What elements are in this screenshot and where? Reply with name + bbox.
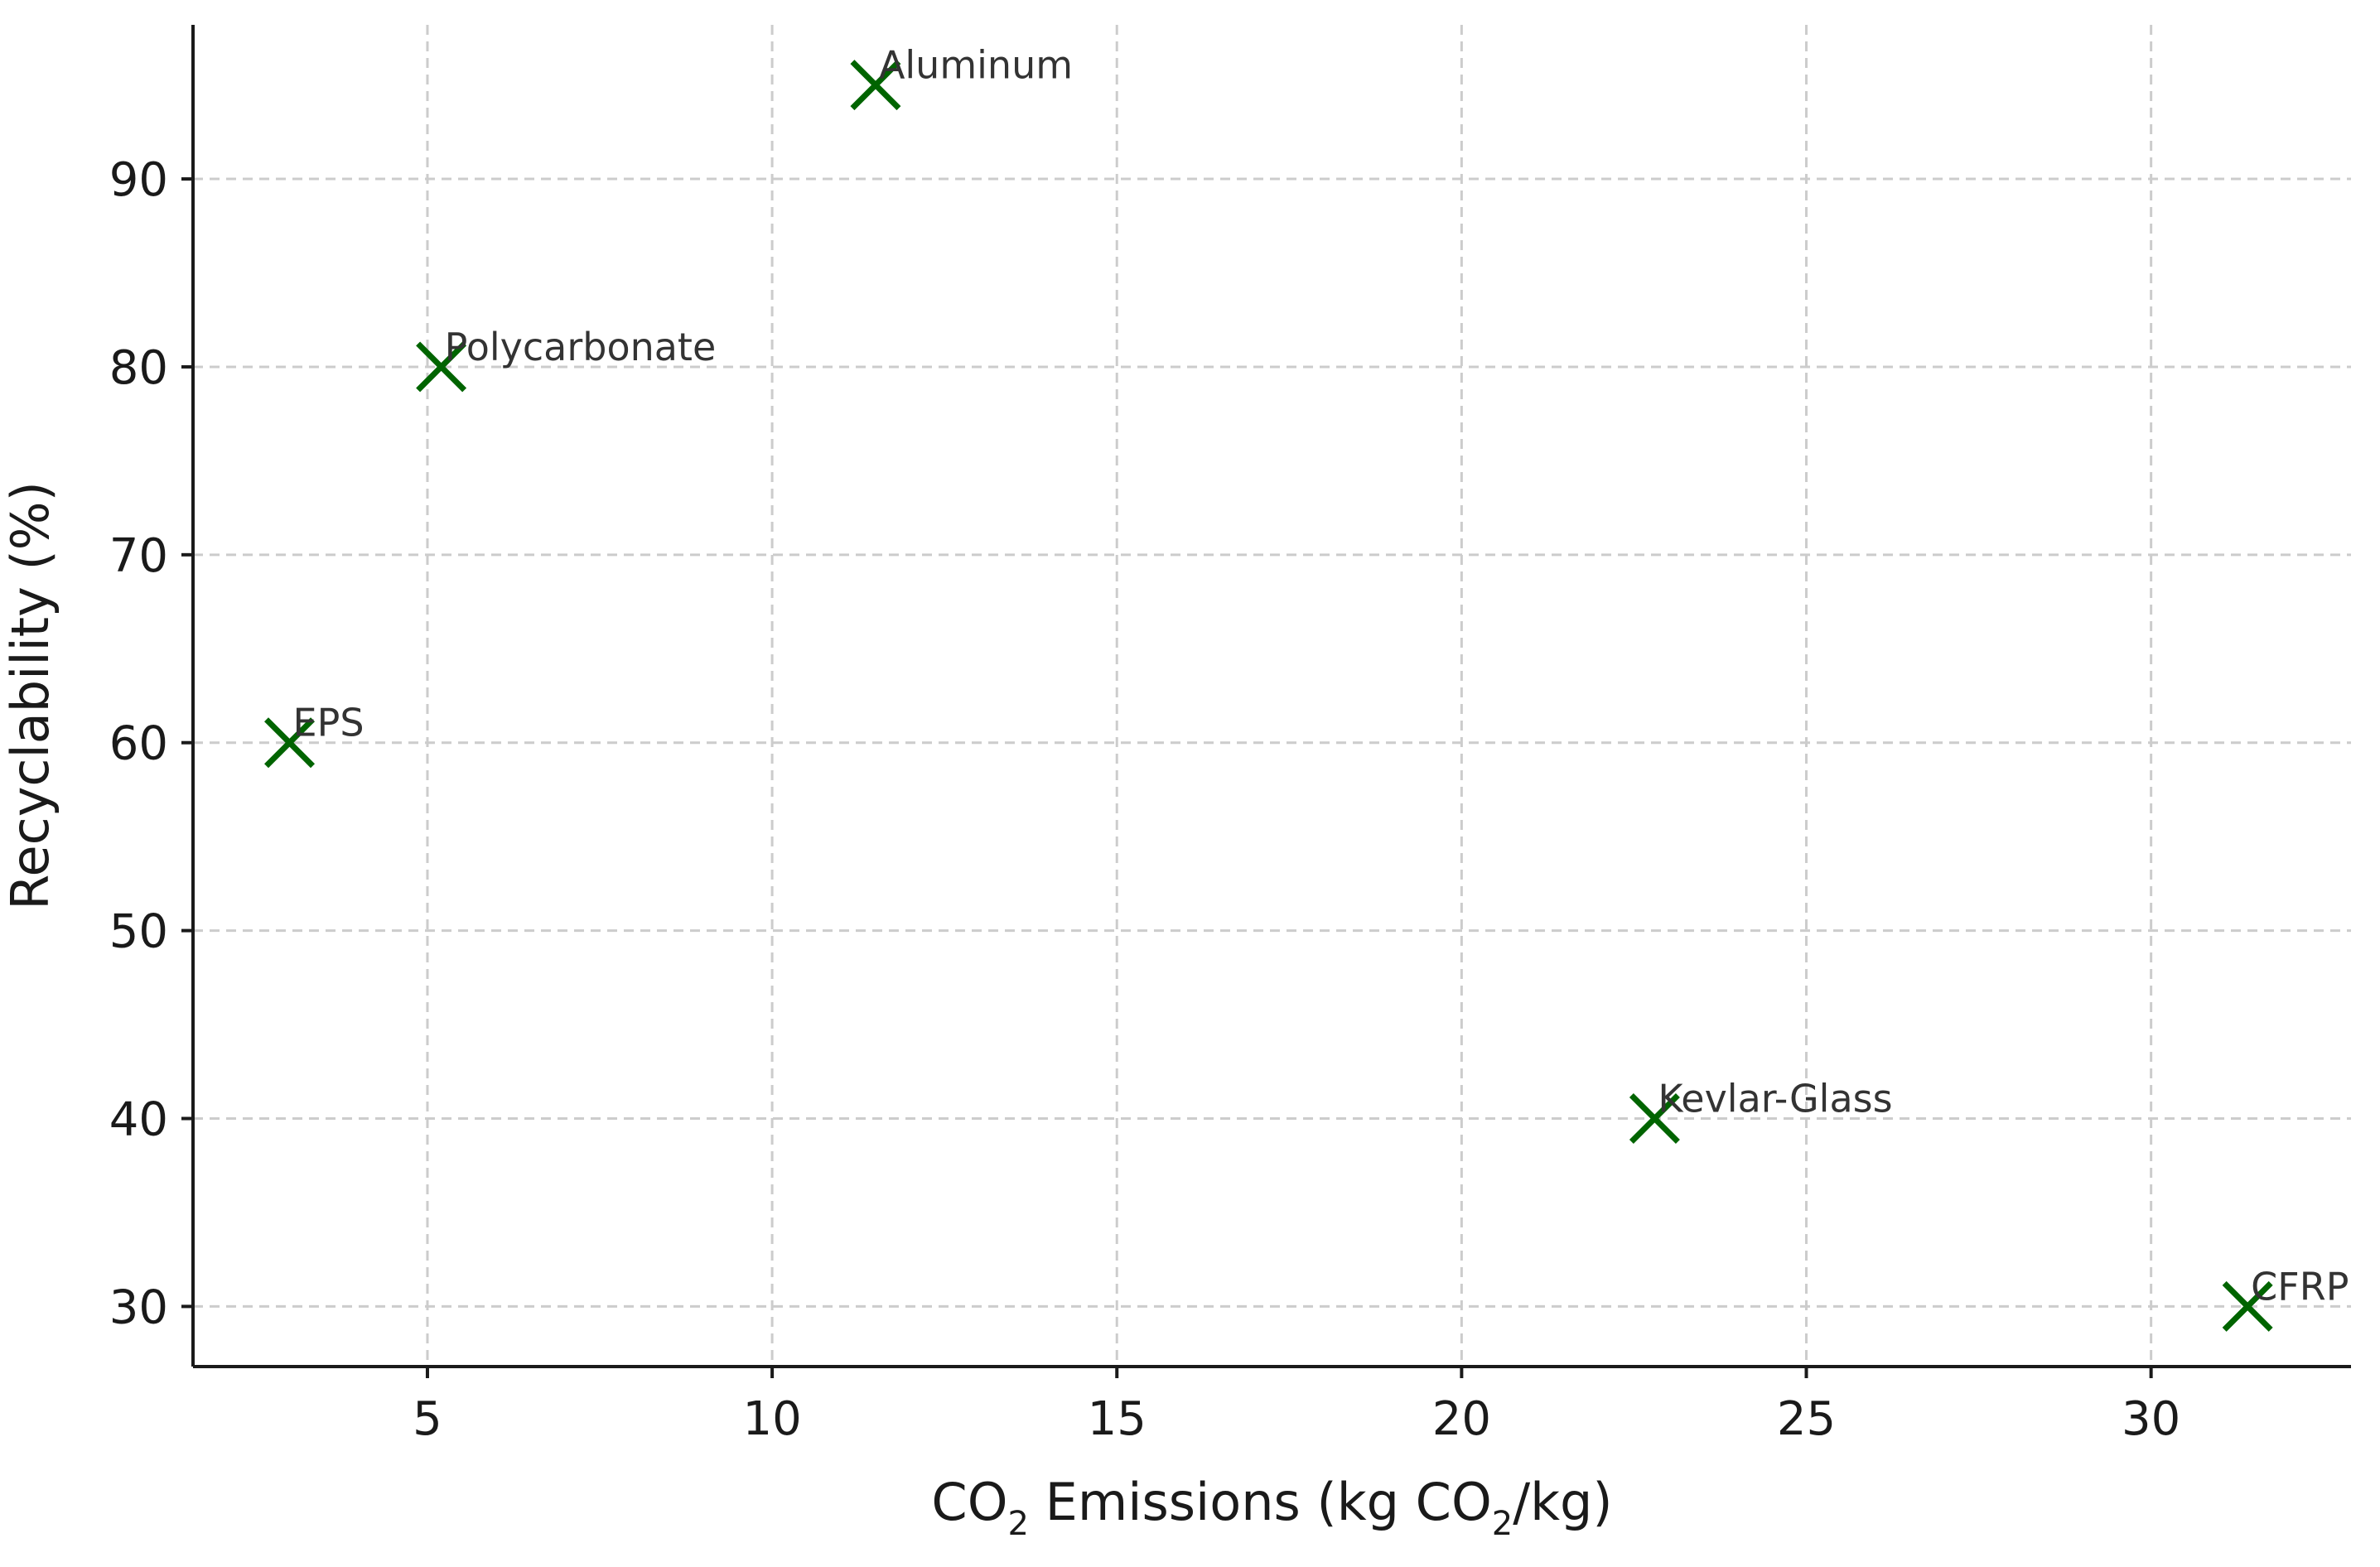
- x-marker-stroke: [1629, 1093, 1680, 1144]
- data-point-cfrp: [2222, 1280, 2273, 1332]
- tick-labels: 5 10 15 20 25 30 30 40 50 60 70 80 90: [109, 153, 2181, 1446]
- point-label: EPS: [293, 701, 364, 745]
- grid: [193, 25, 2351, 1367]
- point-label: Aluminum: [879, 43, 1073, 88]
- x-tick-label: 15: [1088, 1392, 1147, 1446]
- x-tick-label: 10: [742, 1392, 801, 1446]
- y-tick-label: 30: [109, 1280, 168, 1334]
- point-label: Polycarbonate: [445, 325, 717, 369]
- x-tick-label: 30: [2122, 1392, 2180, 1446]
- point-label: CFRP: [2251, 1264, 2349, 1309]
- y-tick-label: 50: [109, 905, 168, 959]
- axes: [191, 25, 2351, 1368]
- x-tick-label: 25: [1777, 1392, 1836, 1446]
- y-tick-label: 90: [109, 153, 168, 207]
- data-point-polycarbonate: [416, 341, 467, 393]
- point-label: Kevlar-Glass: [1658, 1077, 1892, 1121]
- y-axis-title: Recyclability (%): [0, 481, 60, 910]
- x-marker-stroke: [850, 60, 901, 111]
- x-marker-stroke: [2222, 1280, 2273, 1332]
- x-tick-label: 20: [1432, 1392, 1491, 1446]
- y-tick-label: 60: [109, 717, 168, 771]
- x-axis-title-middle: Emissions (kg CO: [1029, 1472, 1492, 1532]
- x-tick-label: 5: [413, 1392, 442, 1446]
- x-axis-title-sub1: 2: [1008, 1505, 1029, 1543]
- x-marker-stroke: [416, 341, 467, 393]
- data-point-kevlar-glass: [1629, 1093, 1680, 1144]
- point-labels: EPS Polycarbonate Aluminum Kevlar-Glass CFRP: [293, 43, 2349, 1309]
- y-tick-label: 40: [109, 1093, 168, 1147]
- x-axis-title-sub2: 2: [1492, 1505, 1513, 1543]
- x-axis-title: CO2 Emissions (kg CO2/kg): [931, 1472, 1612, 1543]
- y-tick-label: 70: [109, 529, 168, 583]
- y-tick-label: 80: [109, 341, 168, 395]
- data-point-aluminum: [850, 60, 901, 111]
- x-marker-stroke: [264, 717, 315, 769]
- data-point-eps: [264, 717, 315, 769]
- x-axis-title-prefix: CO: [931, 1472, 1007, 1532]
- data-points: [264, 60, 2273, 1332]
- x-axis-title-suffix: /kg): [1513, 1472, 1612, 1532]
